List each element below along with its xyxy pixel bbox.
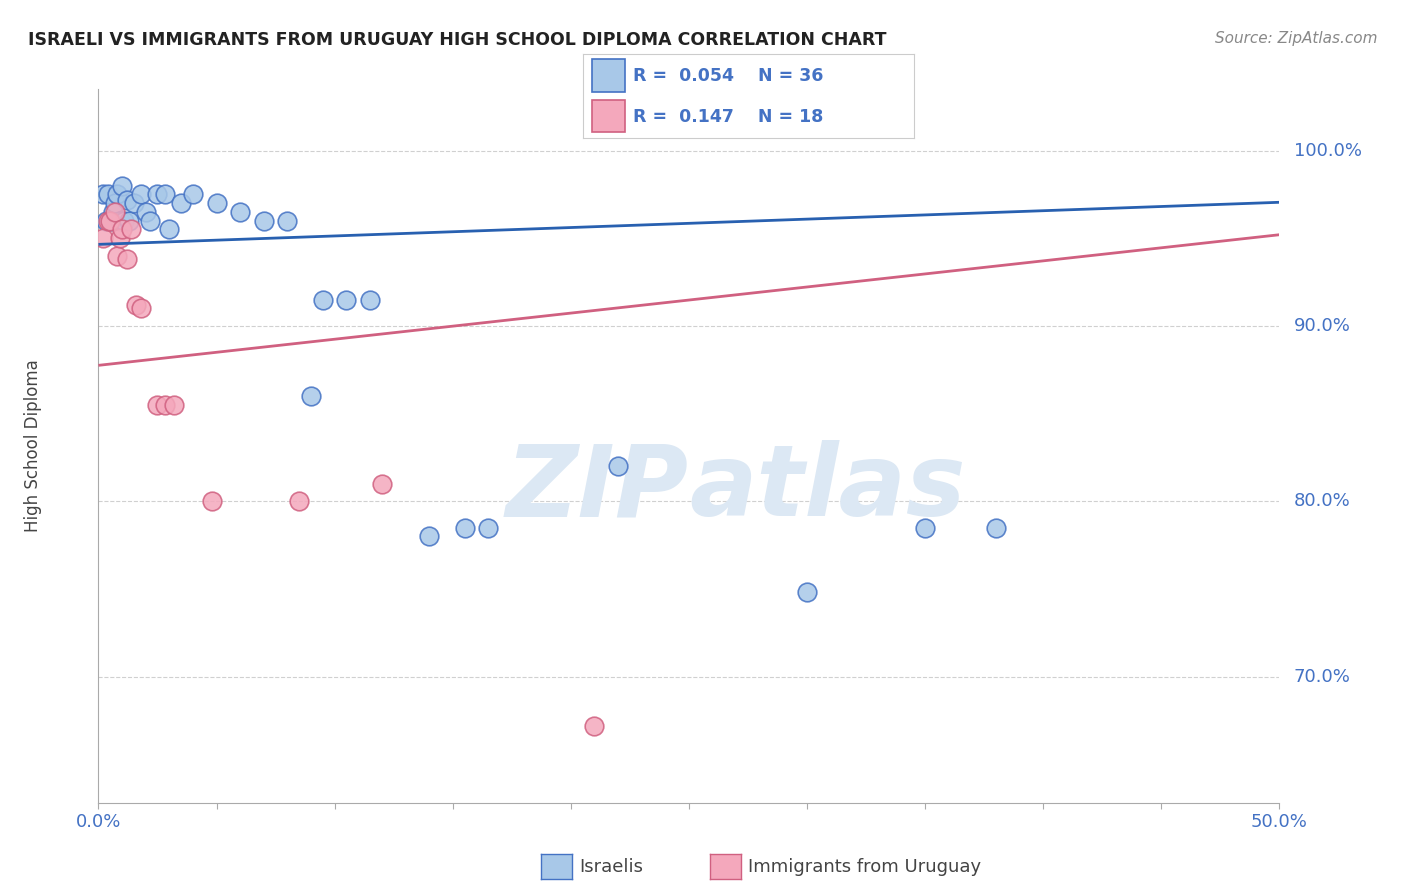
Point bbox=[104, 205, 127, 219]
Text: ISRAELI VS IMMIGRANTS FROM URUGUAY HIGH SCHOOL DIPLOMA CORRELATION CHART: ISRAELI VS IMMIGRANTS FROM URUGUAY HIGH … bbox=[28, 31, 887, 49]
Point bbox=[276, 213, 298, 227]
Point bbox=[299, 389, 322, 403]
Point bbox=[115, 252, 138, 267]
Point bbox=[118, 213, 141, 227]
Point bbox=[105, 187, 128, 202]
Point bbox=[121, 222, 143, 236]
Point bbox=[98, 213, 121, 227]
Text: 70.0%: 70.0% bbox=[1294, 667, 1351, 686]
Point bbox=[477, 520, 499, 534]
Point bbox=[105, 249, 128, 263]
Point bbox=[97, 213, 120, 227]
Point bbox=[170, 196, 193, 211]
Point bbox=[108, 213, 131, 227]
Text: R =  0.054    N = 36: R = 0.054 N = 36 bbox=[633, 67, 824, 85]
Point bbox=[97, 187, 120, 202]
Point bbox=[112, 213, 135, 227]
Point bbox=[157, 222, 180, 236]
Point bbox=[129, 187, 152, 202]
Point bbox=[129, 301, 152, 316]
Point bbox=[201, 494, 224, 508]
Point bbox=[98, 213, 121, 227]
Point bbox=[125, 298, 148, 312]
Text: Source: ZipAtlas.com: Source: ZipAtlas.com bbox=[1215, 31, 1378, 46]
Point bbox=[371, 476, 394, 491]
Text: Immigrants from Uruguay: Immigrants from Uruguay bbox=[748, 858, 981, 876]
Point bbox=[91, 187, 114, 202]
Text: High School Diploma: High School Diploma bbox=[24, 359, 42, 533]
Text: R =  0.147    N = 18: R = 0.147 N = 18 bbox=[633, 108, 824, 126]
Point bbox=[122, 196, 145, 211]
Point bbox=[796, 585, 818, 599]
Bar bbox=[592, 60, 624, 92]
Bar bbox=[592, 100, 624, 132]
Point bbox=[108, 231, 131, 245]
Point bbox=[104, 196, 127, 211]
Text: atlas: atlas bbox=[689, 441, 966, 537]
Text: 80.0%: 80.0% bbox=[1294, 492, 1350, 510]
Point bbox=[312, 293, 335, 307]
Point bbox=[135, 205, 157, 219]
Point bbox=[253, 213, 276, 227]
Point bbox=[607, 459, 630, 474]
Text: 100.0%: 100.0% bbox=[1294, 142, 1361, 160]
Point bbox=[205, 196, 228, 211]
Text: 90.0%: 90.0% bbox=[1294, 317, 1351, 334]
Point bbox=[153, 398, 176, 412]
Point bbox=[115, 193, 138, 207]
Point bbox=[146, 187, 169, 202]
Point bbox=[335, 293, 357, 307]
Point bbox=[984, 520, 1007, 534]
Point bbox=[94, 213, 117, 227]
Point bbox=[91, 231, 114, 245]
Point bbox=[418, 529, 440, 543]
Point bbox=[359, 293, 381, 307]
Point bbox=[453, 520, 475, 534]
Point bbox=[181, 187, 204, 202]
Point bbox=[139, 213, 162, 227]
Text: Israelis: Israelis bbox=[579, 858, 644, 876]
Point bbox=[914, 520, 936, 534]
Point bbox=[101, 205, 124, 219]
Point bbox=[229, 205, 252, 219]
Point bbox=[163, 398, 186, 412]
Point bbox=[146, 398, 169, 412]
Point bbox=[583, 719, 606, 733]
Point bbox=[288, 494, 311, 508]
Point bbox=[111, 222, 134, 236]
Point bbox=[153, 187, 176, 202]
Text: ZIP: ZIP bbox=[506, 441, 689, 537]
Point bbox=[111, 178, 134, 193]
